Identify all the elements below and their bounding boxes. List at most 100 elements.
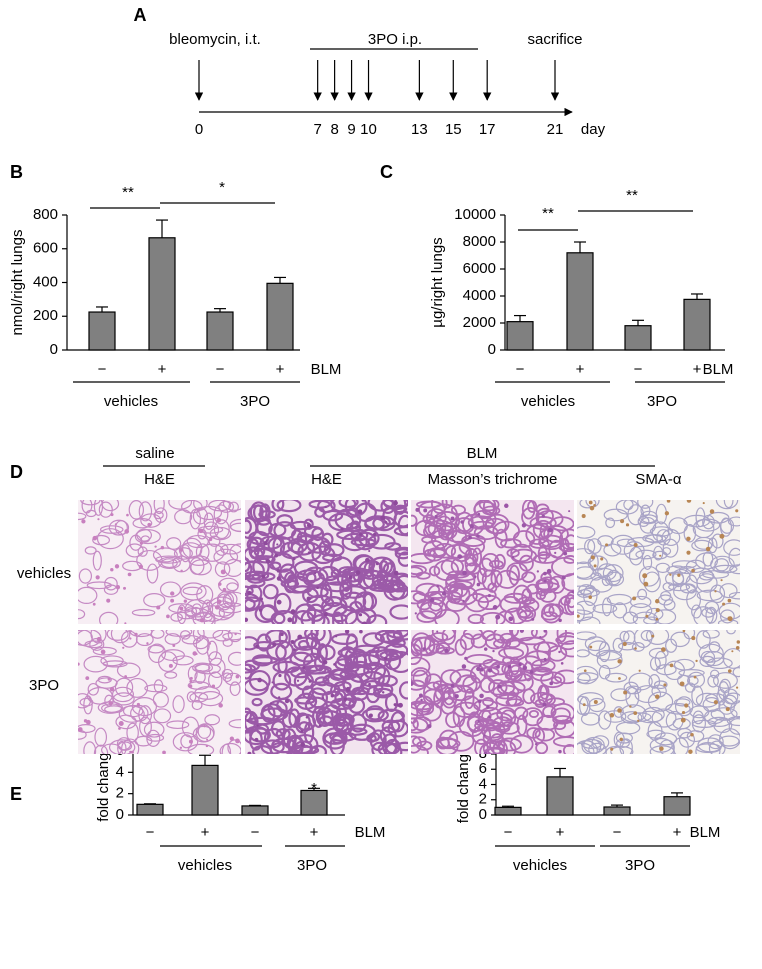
alveolus xyxy=(270,552,295,573)
nucleus xyxy=(384,520,388,524)
alveolus xyxy=(208,500,232,512)
alveolus xyxy=(602,564,624,583)
nucleus xyxy=(590,555,595,560)
nucleus xyxy=(543,579,547,583)
alveolus xyxy=(522,688,536,705)
day-label: 9 xyxy=(347,121,355,138)
alveolus xyxy=(541,603,562,624)
alveolus xyxy=(419,601,443,620)
nucleus xyxy=(735,509,739,513)
bar xyxy=(494,806,522,816)
timeline-annotation: sacrifice xyxy=(527,31,582,48)
group-label: vehicles xyxy=(521,393,575,410)
alveolus xyxy=(646,729,666,739)
category-label: + xyxy=(276,361,285,378)
alveolus xyxy=(577,740,598,754)
alveolus xyxy=(441,630,456,646)
alveolus xyxy=(394,546,408,556)
alveolus xyxy=(588,742,607,754)
alveolus xyxy=(301,685,315,700)
nucleus xyxy=(290,639,295,644)
nucleus xyxy=(199,618,205,623)
alveolus xyxy=(362,592,375,611)
alveolus xyxy=(615,732,633,744)
alveolus xyxy=(260,739,285,754)
alveolus xyxy=(421,702,442,722)
alveolus xyxy=(678,731,696,748)
alveolus xyxy=(100,655,124,667)
nucleus xyxy=(487,594,491,598)
nucleus xyxy=(477,699,482,704)
alveolus xyxy=(616,538,637,548)
alveolus xyxy=(725,692,740,705)
alveolus xyxy=(526,727,541,739)
nucleus xyxy=(623,690,628,695)
alveolus xyxy=(380,557,394,575)
alveolus xyxy=(727,516,740,527)
alveolus xyxy=(213,504,229,525)
panel-letter: B xyxy=(10,162,23,182)
alveolus xyxy=(579,500,597,509)
alveolus xyxy=(580,712,601,726)
nucleus xyxy=(216,517,222,523)
nucleus xyxy=(605,543,609,547)
nucleus xyxy=(180,569,183,573)
group-label: vehicles xyxy=(178,857,232,874)
alveolus xyxy=(102,660,128,668)
nucleus xyxy=(322,697,325,700)
micrograph-tissue xyxy=(78,500,241,624)
y-tick-label: 10000 xyxy=(454,206,496,223)
alveolus xyxy=(696,630,711,649)
alveolus xyxy=(386,630,403,644)
alveolus xyxy=(619,738,633,754)
bar xyxy=(663,796,691,816)
nucleus xyxy=(97,518,100,521)
alveolus xyxy=(338,500,359,509)
nucleus xyxy=(208,642,212,645)
alveolus xyxy=(686,730,705,743)
alveolus xyxy=(228,719,241,729)
bar xyxy=(506,321,534,351)
alveolus xyxy=(245,584,263,603)
nucleus xyxy=(486,705,490,709)
micrograph-tissue xyxy=(411,500,574,624)
alveolus xyxy=(549,516,574,532)
nucleus xyxy=(722,602,726,606)
alveolus xyxy=(704,600,720,615)
nucleus xyxy=(634,647,637,650)
alveolus xyxy=(726,716,740,727)
alveolus xyxy=(345,633,359,654)
nucleus xyxy=(189,680,193,683)
alveolus xyxy=(527,500,538,513)
nucleus xyxy=(450,683,455,688)
alveolus xyxy=(628,546,644,566)
nucleus xyxy=(547,527,553,533)
nucleus xyxy=(617,659,622,664)
nucleus xyxy=(529,670,534,674)
nucleus xyxy=(344,630,350,634)
alveolus xyxy=(494,528,508,549)
alveolus xyxy=(182,586,203,596)
alveolus xyxy=(643,616,660,624)
panel-letter: D xyxy=(10,462,23,482)
alveolus xyxy=(605,517,616,529)
significance-label: * xyxy=(311,780,317,797)
alveolus xyxy=(640,504,651,517)
category-label: − xyxy=(146,824,155,841)
y-tick-label: 0 xyxy=(479,806,487,823)
alveolus xyxy=(577,672,599,682)
alveolus xyxy=(559,640,574,658)
alveolus xyxy=(528,709,539,718)
y-tick-label: 400 xyxy=(33,273,58,290)
alveolus xyxy=(662,538,679,558)
alveolus xyxy=(394,548,408,560)
alveolus xyxy=(389,604,408,620)
nucleus xyxy=(218,582,222,586)
alveolus xyxy=(126,722,139,743)
alveolus xyxy=(152,547,178,563)
nucleus xyxy=(278,673,282,678)
alveolus xyxy=(194,670,206,684)
alveolus xyxy=(474,738,489,754)
nucleus xyxy=(138,564,144,569)
